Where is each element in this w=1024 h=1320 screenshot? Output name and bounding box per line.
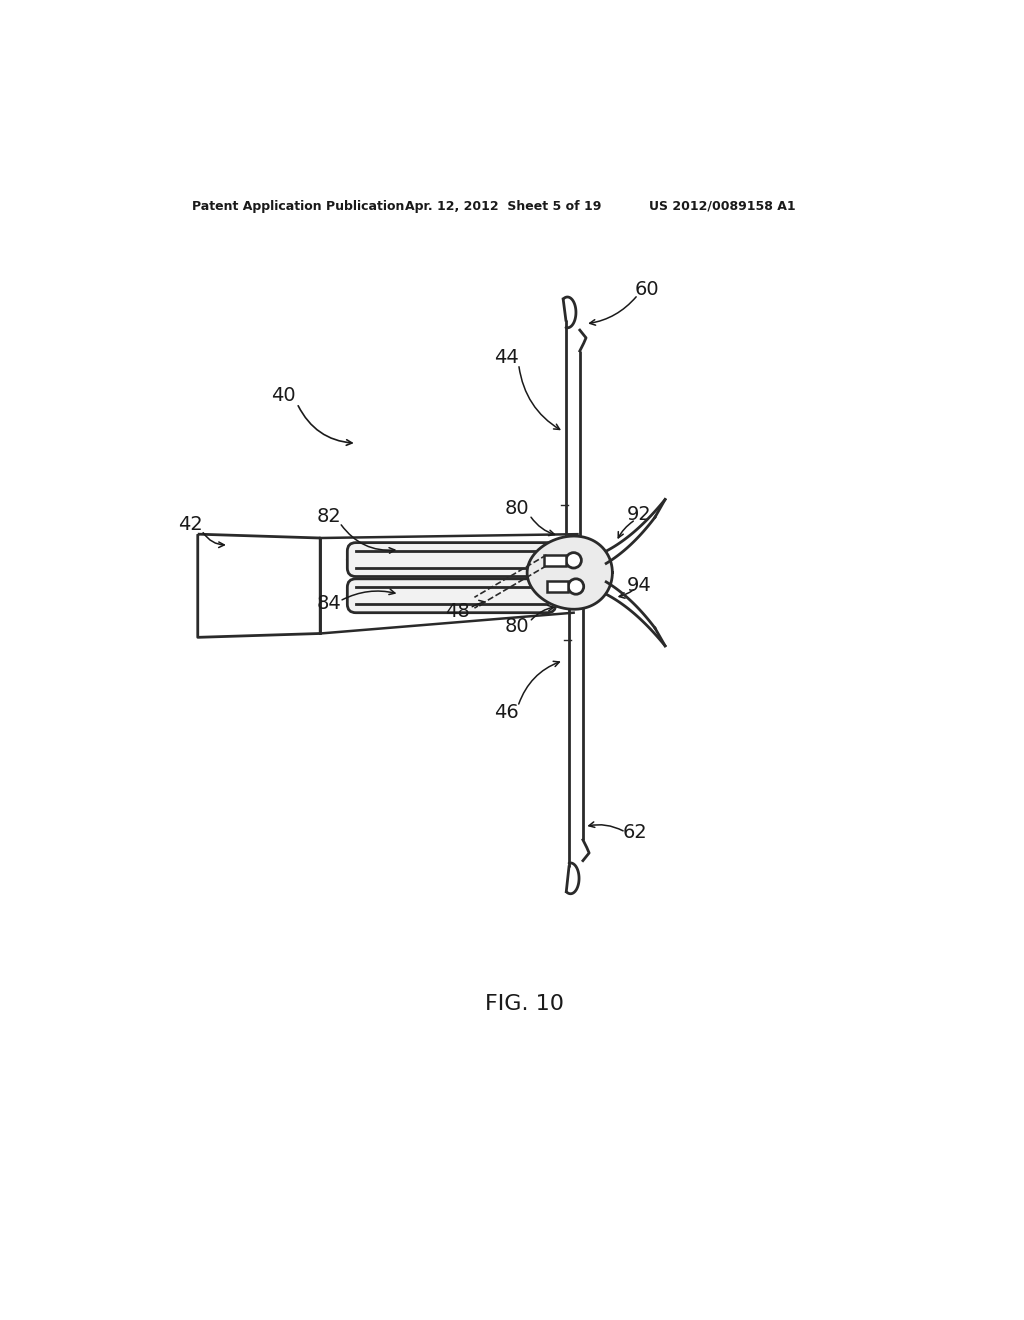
Text: 80: 80 [505,616,529,636]
Text: 46: 46 [494,704,518,722]
Text: 82: 82 [317,507,342,525]
Text: 80: 80 [505,499,529,519]
FancyBboxPatch shape [347,543,556,577]
Text: Patent Application Publication: Patent Application Publication [191,199,403,213]
FancyBboxPatch shape [347,578,556,612]
Text: Apr. 12, 2012  Sheet 5 of 19: Apr. 12, 2012 Sheet 5 of 19 [406,199,602,213]
Bar [544,554,566,566]
Text: 60: 60 [635,280,659,298]
Text: 44: 44 [494,347,518,367]
Text: 40: 40 [270,385,295,405]
Text: 42: 42 [177,515,203,535]
Text: 94: 94 [627,577,652,595]
Text: US 2012/0089158 A1: US 2012/0089158 A1 [649,199,796,213]
Bar [547,581,568,591]
Circle shape [568,578,584,594]
Text: 92: 92 [627,504,652,524]
Text: FIG. 10: FIG. 10 [485,994,564,1014]
Text: 84: 84 [317,594,342,612]
Bar [356,587,547,605]
Text: 62: 62 [623,824,647,842]
Polygon shape [527,536,612,610]
Bar [356,552,547,568]
Text: 48: 48 [445,602,470,620]
Circle shape [566,553,582,568]
